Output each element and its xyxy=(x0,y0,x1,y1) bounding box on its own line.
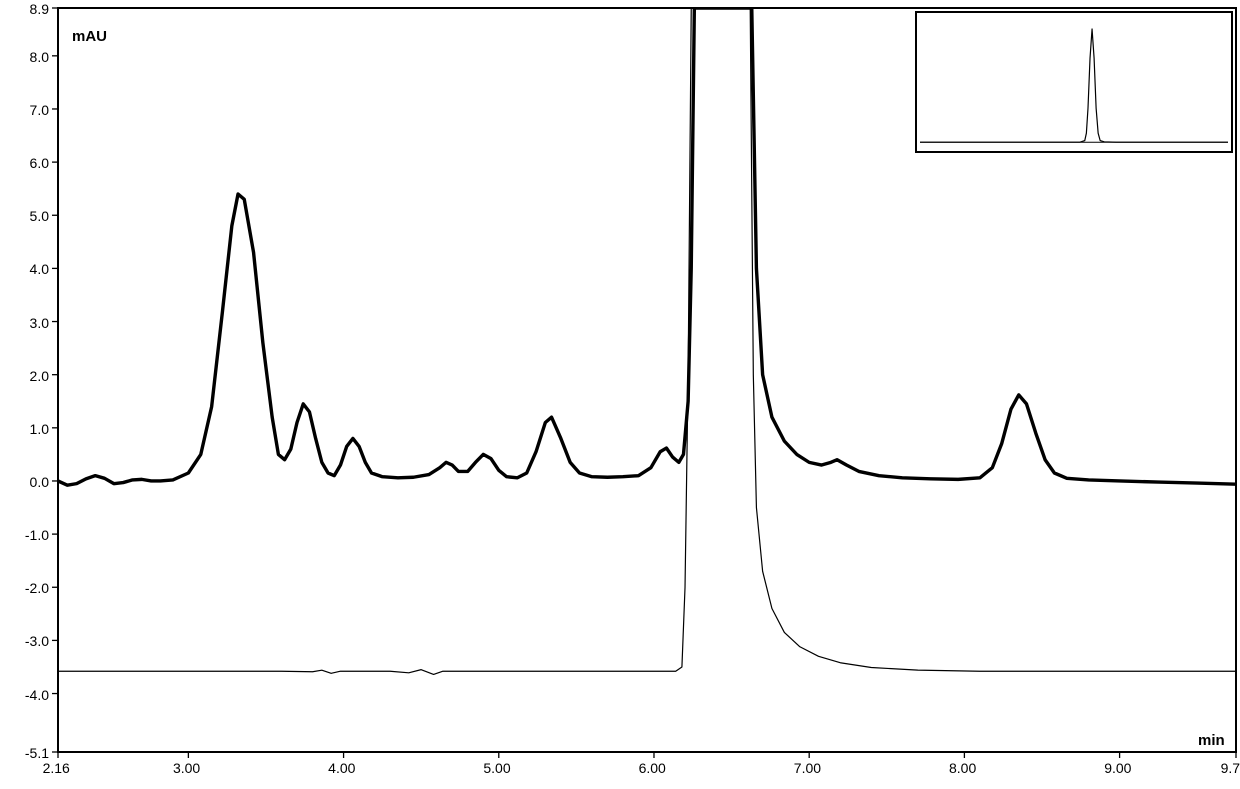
x-tick-label: 9.00 xyxy=(1104,760,1131,776)
x-tick-label: 4.00 xyxy=(328,760,355,776)
x-axis-unit-label: min xyxy=(1198,732,1225,749)
y-tick-label: 1.0 xyxy=(30,421,49,437)
x-tick-label: 2.16 xyxy=(43,760,70,776)
chromatogram-figure: mAU min -5.1 -4.0 -3.0 -2.0 -1.0 0.0 1.0 2.0 3.0… xyxy=(0,0,1240,789)
y-tick-label: -5.1 xyxy=(25,745,49,761)
y-tick-label: 8.9 xyxy=(30,1,49,17)
chromatogram-svg xyxy=(0,0,1240,789)
y-axis-unit-label: mAU xyxy=(72,28,107,45)
x-tick-label: 3.00 xyxy=(173,760,200,776)
y-tick-label: 2.0 xyxy=(30,368,49,384)
y-tick-label: 6.0 xyxy=(30,155,49,171)
y-tick-label: 3.0 xyxy=(30,315,49,331)
y-tick-label: 0.0 xyxy=(30,474,49,490)
y-tick-label: -1.0 xyxy=(25,527,49,543)
x-tick-label: 6.00 xyxy=(639,760,666,776)
y-tick-label: -3.0 xyxy=(25,633,49,649)
y-tick-label: 4.0 xyxy=(30,261,49,277)
y-tick-label: 7.0 xyxy=(30,102,49,118)
y-tick-label: 8.0 xyxy=(30,49,49,65)
x-tick-label: 7.00 xyxy=(794,760,821,776)
y-tick-label: 5.0 xyxy=(30,208,49,224)
y-tick-label: -4.0 xyxy=(25,687,49,703)
x-tick-label: 9.75 xyxy=(1221,760,1240,776)
x-tick-label: 5.00 xyxy=(483,760,510,776)
y-tick-label: -2.0 xyxy=(25,580,49,596)
x-tick-label: 8.00 xyxy=(949,760,976,776)
